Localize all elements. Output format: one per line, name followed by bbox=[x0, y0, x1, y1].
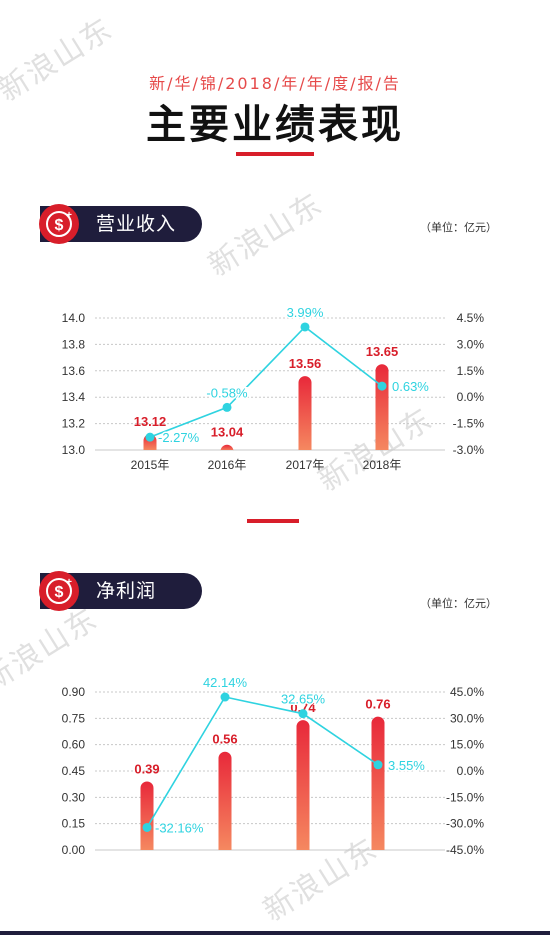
bar bbox=[375, 364, 389, 450]
bar bbox=[220, 444, 234, 452]
bar bbox=[218, 751, 232, 850]
right-axis-tick-label: -30.0% bbox=[446, 817, 484, 831]
growth-value-label: -2.27% bbox=[158, 430, 200, 445]
report-subtitle: 新/华/锦/2018/年/年/度/报/告 bbox=[149, 74, 401, 93]
left-axis-tick-label: 13.4 bbox=[62, 390, 86, 404]
svg-text:$: $ bbox=[55, 584, 64, 601]
watermark: 新浪山东 bbox=[202, 186, 330, 284]
right-axis-tick-label: -45.0% bbox=[446, 843, 484, 855]
page-title: 主要业绩表现 bbox=[146, 102, 404, 148]
section-header-net-profit: $ + 净利润 bbox=[39, 571, 202, 611]
bar bbox=[298, 376, 312, 450]
left-axis-tick-label: 0.00 bbox=[62, 843, 86, 855]
right-axis-tick-label: 4.5% bbox=[457, 311, 485, 325]
growth-value-label: 42.14% bbox=[203, 675, 248, 690]
section-title: 净利润 bbox=[96, 580, 157, 602]
growth-line bbox=[146, 696, 379, 828]
bar-value-label: 0.76 bbox=[365, 697, 390, 712]
bar-value-label: 0.74 bbox=[290, 700, 316, 715]
left-axis-tick-label: 0.60 bbox=[62, 738, 86, 752]
dollar-icon: $ + bbox=[39, 204, 79, 244]
left-axis-tick-label: 13.0 bbox=[62, 443, 86, 457]
left-axis-tick-label: 0.30 bbox=[62, 790, 86, 804]
left-axis-tick-label: 0.75 bbox=[62, 711, 86, 725]
dollar-icon: $ + bbox=[39, 571, 79, 611]
growth-value-label: 3.55% bbox=[388, 758, 425, 773]
right-axis-tick-label: 0.0% bbox=[457, 764, 485, 778]
bar-value-label: 0.56 bbox=[212, 732, 237, 747]
left-axis-tick-label: 13.8 bbox=[62, 337, 86, 351]
section-divider bbox=[247, 519, 299, 523]
right-axis-tick-label: -3.0% bbox=[453, 443, 485, 457]
bar bbox=[140, 781, 154, 850]
bar-value-label: 13.65 bbox=[366, 344, 399, 359]
right-axis-tick-label: 3.0% bbox=[457, 337, 485, 351]
right-axis-tick-label: 30.0% bbox=[450, 711, 484, 725]
left-axis-tick-label: 0.45 bbox=[62, 764, 86, 778]
growth-value-label: 0.63% bbox=[392, 379, 429, 394]
bar-value-label: 13.12 bbox=[134, 414, 167, 429]
revenue-chart: 13.0 13.2 13.4 13.6 13.8 14.0 -3.0% -1.5% 0.0% 1.… bbox=[62, 303, 485, 472]
left-axis-tick-label: 0.15 bbox=[62, 817, 86, 831]
growth-value-label: 3.99% bbox=[287, 305, 324, 320]
unit-label: （单位：亿元） bbox=[420, 597, 497, 610]
growth-line bbox=[149, 325, 383, 438]
growth-point bbox=[373, 760, 383, 770]
growth-point bbox=[298, 709, 308, 719]
left-axis-tick-label: 13.2 bbox=[62, 417, 86, 431]
right-axis-tick-label: 15.0% bbox=[450, 738, 484, 752]
growth-point bbox=[145, 432, 155, 442]
bar-value-label: 0.39 bbox=[134, 762, 159, 777]
category-label: 2018年 bbox=[363, 458, 402, 472]
svg-text:$: $ bbox=[55, 217, 64, 234]
bar-value-label: 13.04 bbox=[211, 425, 244, 440]
section-title: 营业收入 bbox=[96, 213, 177, 235]
bottom-bar bbox=[0, 931, 550, 935]
growth-point bbox=[222, 402, 232, 412]
growth-value-label: -0.58% bbox=[206, 385, 248, 400]
growth-value-label: 32.65% bbox=[281, 692, 326, 707]
svg-text:+: + bbox=[66, 210, 72, 221]
bar bbox=[296, 720, 310, 850]
title-underline bbox=[236, 152, 314, 156]
growth-point bbox=[220, 692, 230, 702]
svg-text:+: + bbox=[66, 577, 72, 588]
unit-label: （单位：亿元） bbox=[420, 221, 497, 234]
bar bbox=[371, 716, 385, 850]
right-axis-tick-label: -15.0% bbox=[446, 790, 484, 804]
category-label: 2016年 bbox=[208, 458, 247, 472]
right-axis-tick-label: 1.5% bbox=[457, 364, 485, 378]
right-axis-tick-label: -1.5% bbox=[453, 417, 485, 431]
left-axis-tick-label: 0.90 bbox=[62, 685, 86, 699]
right-axis-tick-label: 0.0% bbox=[457, 390, 485, 404]
right-axis-tick-label: 45.0% bbox=[450, 685, 484, 699]
growth-point bbox=[300, 322, 310, 332]
section-header-revenue: $ + 营业收入 bbox=[39, 204, 202, 244]
net-profit-chart: 0.00 0.15 0.30 0.45 0.60 0.75 0.90 -45.0% -30.0%… bbox=[62, 675, 485, 855]
growth-point bbox=[377, 381, 387, 391]
category-label: 2017年 bbox=[286, 458, 325, 472]
bar-value-label: 13.56 bbox=[289, 356, 322, 371]
growth-point bbox=[142, 822, 152, 832]
category-label: 2015年 bbox=[131, 458, 170, 472]
left-axis-tick-label: 14.0 bbox=[62, 311, 86, 325]
growth-value-label: -32.16% bbox=[155, 820, 204, 835]
left-axis-tick-label: 13.6 bbox=[62, 364, 86, 378]
